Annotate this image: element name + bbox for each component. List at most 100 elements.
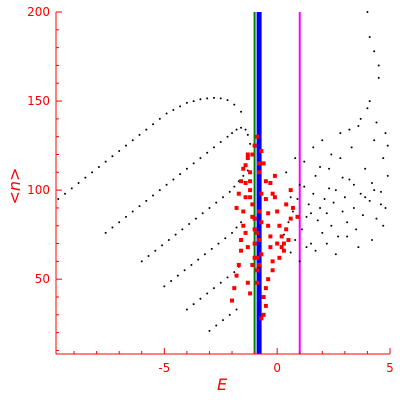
- data-point-black: [249, 142, 252, 145]
- data-point-black: [298, 260, 301, 263]
- data-point-black: [233, 185, 236, 188]
- data-point-black: [197, 258, 200, 261]
- data-point-red: [250, 262, 255, 267]
- data-point-black: [242, 174, 245, 177]
- data-point-black: [145, 199, 148, 202]
- data-point-red: [252, 241, 257, 246]
- data-point-red: [263, 179, 268, 184]
- x-tick-label: 0: [273, 361, 281, 375]
- data-point-black: [192, 100, 195, 103]
- data-point-black: [138, 133, 141, 136]
- data-point-black: [312, 192, 315, 195]
- data-point-black: [199, 297, 202, 300]
- data-point-black: [124, 215, 127, 218]
- data-point-black: [339, 157, 342, 160]
- data-point-black: [226, 135, 229, 138]
- data-point-black: [357, 246, 360, 249]
- data-point-black: [124, 144, 127, 147]
- data-point-black: [319, 165, 322, 168]
- data-point-black: [240, 221, 243, 224]
- data-point-red: [257, 262, 262, 267]
- data-point-black: [226, 99, 229, 102]
- data-point-black: [235, 128, 238, 131]
- data-point-red: [248, 291, 253, 296]
- data-point-red: [243, 195, 248, 200]
- data-points: [57, 11, 389, 332]
- data-point-black: [341, 176, 344, 179]
- data-point-black: [307, 203, 310, 206]
- data-point-black: [181, 228, 184, 231]
- data-point-black: [303, 185, 306, 188]
- data-point-black: [368, 35, 371, 38]
- data-point-red: [241, 223, 246, 228]
- data-point-black: [233, 271, 236, 274]
- data-point-red: [275, 241, 280, 246]
- data-point-black: [152, 194, 155, 197]
- data-point-black: [330, 153, 333, 156]
- data-point-red: [257, 209, 262, 214]
- data-point-black: [131, 210, 134, 213]
- data-point-black: [165, 183, 168, 186]
- data-point-black: [319, 206, 322, 209]
- data-point-red: [236, 262, 241, 267]
- data-point-red: [268, 181, 273, 185]
- data-point-black: [212, 146, 215, 149]
- data-point-black: [294, 157, 297, 160]
- data-point-black: [348, 178, 351, 181]
- data-point-black: [348, 128, 351, 131]
- data-point-black: [104, 160, 107, 163]
- data-point-black: [384, 132, 387, 135]
- data-point-black: [111, 155, 114, 158]
- data-point-black: [185, 101, 188, 104]
- data-point-black: [215, 201, 218, 204]
- data-point-black: [375, 121, 378, 124]
- data-point-black: [192, 303, 195, 306]
- data-point-black: [219, 97, 222, 100]
- data-point-red: [272, 195, 277, 200]
- data-point-black: [206, 97, 209, 100]
- data-point-black: [377, 64, 380, 67]
- data-point-black: [224, 237, 227, 240]
- data-point-black: [246, 133, 249, 136]
- data-point-black: [183, 269, 186, 272]
- data-point-black: [185, 167, 188, 170]
- data-point-black: [131, 139, 134, 142]
- data-point-red: [288, 188, 293, 193]
- data-point-black: [325, 242, 328, 245]
- data-point-red: [259, 191, 264, 196]
- data-point-black: [323, 198, 326, 201]
- data-point-black: [316, 219, 319, 222]
- data-point-black: [84, 176, 87, 179]
- data-point-black: [366, 11, 369, 13]
- data-point-red: [261, 161, 266, 166]
- data-point-black: [152, 123, 155, 126]
- data-point-red: [281, 241, 286, 246]
- data-point-black: [361, 214, 364, 217]
- data-point-black: [212, 287, 215, 290]
- data-point-black: [291, 210, 294, 213]
- data-point-black: [91, 171, 94, 174]
- data-point-black: [158, 189, 161, 192]
- data-point-red: [268, 245, 273, 250]
- data-point-red: [245, 156, 250, 161]
- data-point-black: [382, 224, 385, 227]
- data-point-red: [288, 216, 293, 221]
- data-point-black: [163, 285, 166, 288]
- x-tick-label: 5: [386, 361, 394, 375]
- data-point-black: [377, 76, 380, 79]
- data-point-black: [334, 189, 337, 192]
- data-point-black: [384, 206, 387, 209]
- data-point-black: [310, 242, 313, 245]
- data-point-black: [330, 224, 333, 227]
- data-point-red: [270, 268, 275, 273]
- data-point-red: [261, 295, 266, 299]
- data-point-black: [235, 226, 238, 229]
- data-point-black: [111, 226, 114, 229]
- data-point-black: [217, 242, 220, 245]
- data-point-black: [294, 239, 297, 241]
- data-point-black: [350, 146, 353, 149]
- x-tick-label: -5: [158, 361, 170, 375]
- data-point-red: [241, 209, 246, 214]
